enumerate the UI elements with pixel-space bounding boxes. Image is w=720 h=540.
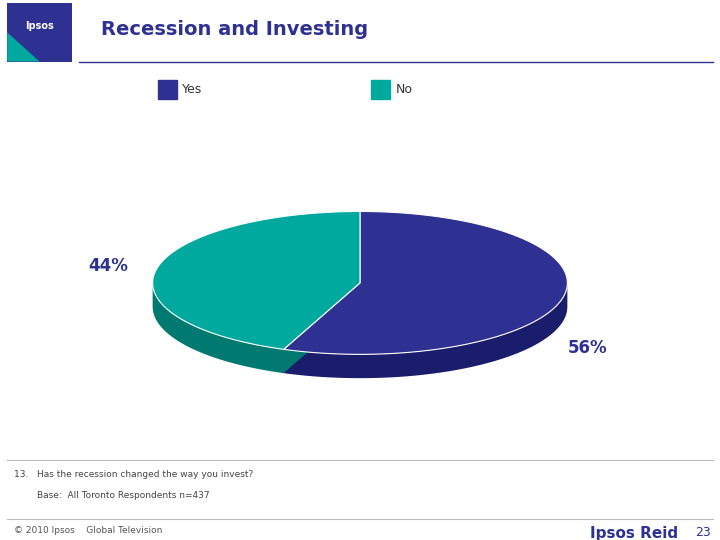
Polygon shape	[284, 212, 567, 354]
Polygon shape	[284, 283, 567, 378]
Text: 56%: 56%	[567, 339, 607, 356]
Text: 13.   Has the recession changed the way you invest?: 13. Has the recession changed the way yo…	[14, 470, 253, 479]
Text: Yes: Yes	[182, 83, 202, 96]
Polygon shape	[7, 32, 40, 62]
Text: Recession and Investing: Recession and Investing	[101, 19, 368, 39]
Polygon shape	[153, 212, 360, 349]
Polygon shape	[284, 283, 360, 373]
FancyBboxPatch shape	[7, 3, 72, 62]
Text: 23: 23	[695, 526, 711, 539]
Text: Ipsos: Ipsos	[25, 21, 54, 31]
Text: 44%: 44%	[88, 257, 127, 275]
Text: Base:  All Toronto Respondents n=437: Base: All Toronto Respondents n=437	[14, 491, 210, 501]
Bar	[158, 79, 176, 98]
Polygon shape	[284, 283, 360, 373]
Bar	[371, 79, 390, 98]
Text: Ipsos Reid: Ipsos Reid	[590, 526, 678, 540]
Polygon shape	[153, 284, 284, 373]
Text: No: No	[395, 83, 413, 96]
Text: © 2010 Ipsos    Global Television: © 2010 Ipsos Global Television	[14, 526, 163, 535]
